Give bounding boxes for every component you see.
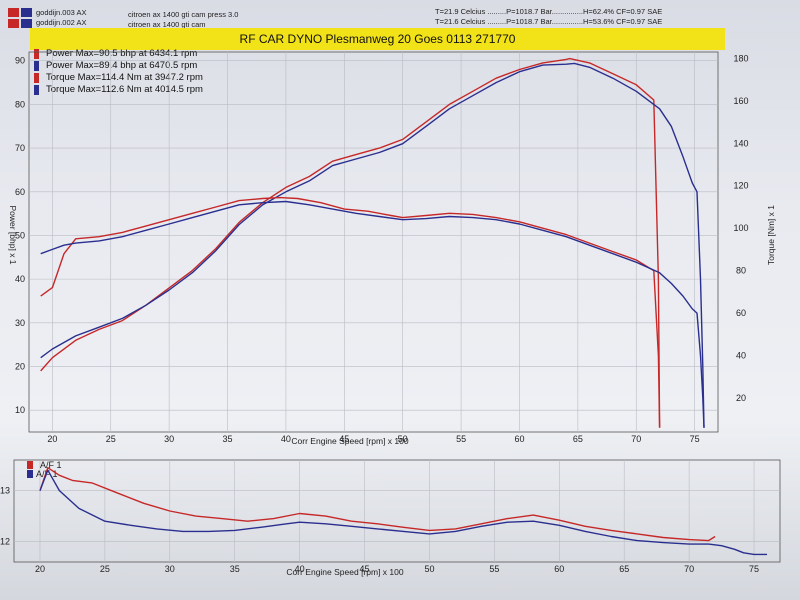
main-y-label: Power [bhp] x 1: [8, 205, 18, 264]
main-x-tick-55: 55: [456, 434, 466, 444]
main-series-line-1: [40, 62, 705, 428]
main-x-tick-75: 75: [690, 434, 700, 444]
run2-desc: citroen ax 1400 gti cam: [128, 20, 206, 29]
af-x-tick-40: 40: [295, 564, 305, 574]
af-series-line-0: [39, 467, 716, 542]
main-y2-tick-180: 180: [733, 53, 748, 63]
run2-swatch-a: [8, 19, 19, 28]
legend-swatch-torque-1: [34, 73, 39, 83]
af-x-tick-25: 25: [100, 564, 110, 574]
af-series-line-1: [39, 469, 767, 556]
main-x-tick-20: 20: [47, 434, 57, 444]
main-y2-tick-100: 100: [733, 223, 748, 233]
run2-swatch-b: [21, 19, 32, 28]
run1-swatch-a: [8, 8, 19, 17]
main-x-tick-30: 30: [164, 434, 174, 444]
legend-swatch-power-1: [34, 49, 39, 59]
run2-file: goddijn.002 AX: [36, 18, 87, 27]
run1-file: goddijn.003 AX: [36, 8, 87, 17]
main-y-tick-30: 30: [15, 318, 25, 328]
main-y2-tick-20: 20: [736, 393, 746, 403]
af-legend-swatch-0: [27, 461, 33, 469]
main-x-label: Corr Engine Speed [rpm] x 100: [291, 436, 408, 446]
main-y2-tick-120: 120: [733, 181, 748, 191]
legend-torque-2: Torque Max=112.6 Nm at 4014.5 rpm: [46, 84, 203, 95]
main-x-tick-40: 40: [281, 434, 291, 444]
af-x-tick-30: 30: [165, 564, 175, 574]
af-legend-label-0: A/F 1: [40, 460, 62, 470]
af-x-tick-75: 75: [749, 564, 759, 574]
main-y2-tick-140: 140: [733, 138, 748, 148]
af-x-tick-35: 35: [230, 564, 240, 574]
af-x-tick-70: 70: [684, 564, 694, 574]
af-x-label: Corr Engine Speed [rpm] x 100: [286, 567, 403, 577]
main-series-line-0: [40, 57, 661, 428]
main-y2-tick-160: 160: [733, 96, 748, 106]
af-x-tick-45: 45: [360, 564, 370, 574]
run1-desc: citroen ax 1400 gti cam press 3.0: [128, 10, 239, 19]
main-y-tick-50: 50: [15, 230, 25, 240]
main-series-line-3: [40, 200, 705, 428]
main-y-tick-90: 90: [15, 56, 25, 66]
main-x-tick-35: 35: [223, 434, 233, 444]
main-x-tick-70: 70: [631, 434, 641, 444]
legend-torque-1: Torque Max=114.4 Nm at 3947.2 rpm: [46, 72, 203, 83]
run2-conditions: T=21.6 Celcius .........P=1018.7 Bar....…: [435, 17, 663, 26]
main-y-tick-20: 20: [15, 361, 25, 371]
main-y-tick-70: 70: [15, 143, 25, 153]
main-y2-tick-40: 40: [736, 351, 746, 361]
main-y2-tick-80: 80: [736, 266, 746, 276]
main-y-tick-60: 60: [15, 187, 25, 197]
run1-conditions: T=21.9 Celcius .........P=1018.7 Bar....…: [435, 7, 663, 16]
legend-swatch-torque-2: [34, 85, 39, 95]
main-y2-label: Torque [Nm] x 1: [766, 205, 776, 265]
main-x-tick-25: 25: [106, 434, 116, 444]
af-x-tick-20: 20: [35, 564, 45, 574]
af-x-tick-55: 55: [489, 564, 499, 574]
main-x-tick-50: 50: [398, 434, 408, 444]
main-x-tick-65: 65: [573, 434, 583, 444]
run1-swatch-b: [21, 8, 32, 17]
legend-power-1: Power Max=90.5 bhp at 6434.1 rpm: [46, 48, 198, 59]
main-y-tick-10: 10: [15, 405, 25, 415]
main-x-tick-60: 60: [514, 434, 524, 444]
dyno-title: RF CAR DYNO Plesmanweg 20 Goes 0113 2717…: [30, 28, 725, 50]
main-plot-frame: [28, 51, 719, 433]
legend-swatch-power-2: [34, 61, 39, 71]
af-y-tick-13: 13: [0, 486, 10, 496]
af-x-tick-65: 65: [619, 564, 629, 574]
af-legend-swatch-1: [27, 470, 33, 478]
af-x-tick-50: 50: [424, 564, 434, 574]
main-y2-tick-60: 60: [736, 308, 746, 318]
af-plot-frame: [13, 459, 781, 563]
main-series-line-2: [40, 196, 661, 428]
af-x-tick-60: 60: [554, 564, 564, 574]
legend-power-2: Power Max=89.4 bhp at 6470.5 rpm: [46, 60, 198, 71]
af-y-tick-12: 12: [0, 537, 10, 547]
main-x-tick-45: 45: [339, 434, 349, 444]
main-y-tick-80: 80: [15, 99, 25, 109]
main-y-tick-40: 40: [15, 274, 25, 284]
